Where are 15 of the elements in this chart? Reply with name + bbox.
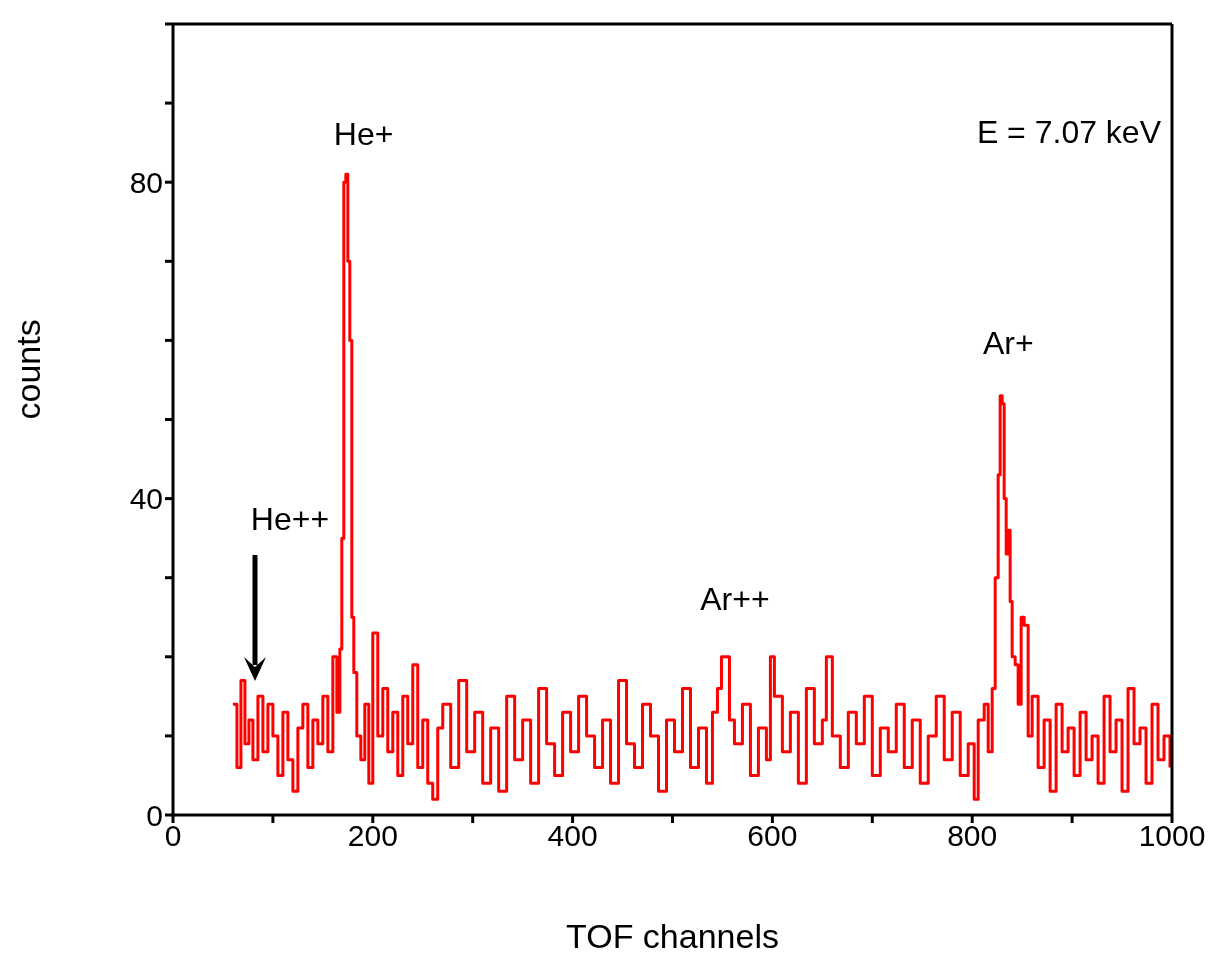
x-tick-label: 1000 bbox=[1138, 819, 1206, 853]
y-tick-label: 0 bbox=[146, 798, 163, 832]
y-axis-title: counts bbox=[9, 319, 48, 420]
x-axis-title: TOF channels bbox=[566, 917, 779, 955]
y-tick-label: 80 bbox=[129, 165, 163, 199]
annotation: He+ bbox=[333, 116, 394, 152]
x-tick-label: 800 bbox=[947, 819, 998, 853]
annotation: Ar+ bbox=[983, 325, 1034, 362]
x-tick-label: 200 bbox=[347, 819, 398, 853]
x-tick-label: 400 bbox=[547, 819, 598, 853]
y-tick-label: 40 bbox=[129, 482, 163, 516]
annotation: Ar++ bbox=[700, 581, 770, 617]
annotation: He++ bbox=[250, 501, 330, 537]
x-tick-label: 600 bbox=[747, 819, 798, 853]
annotation: E = 7.07 keV bbox=[976, 114, 1162, 150]
